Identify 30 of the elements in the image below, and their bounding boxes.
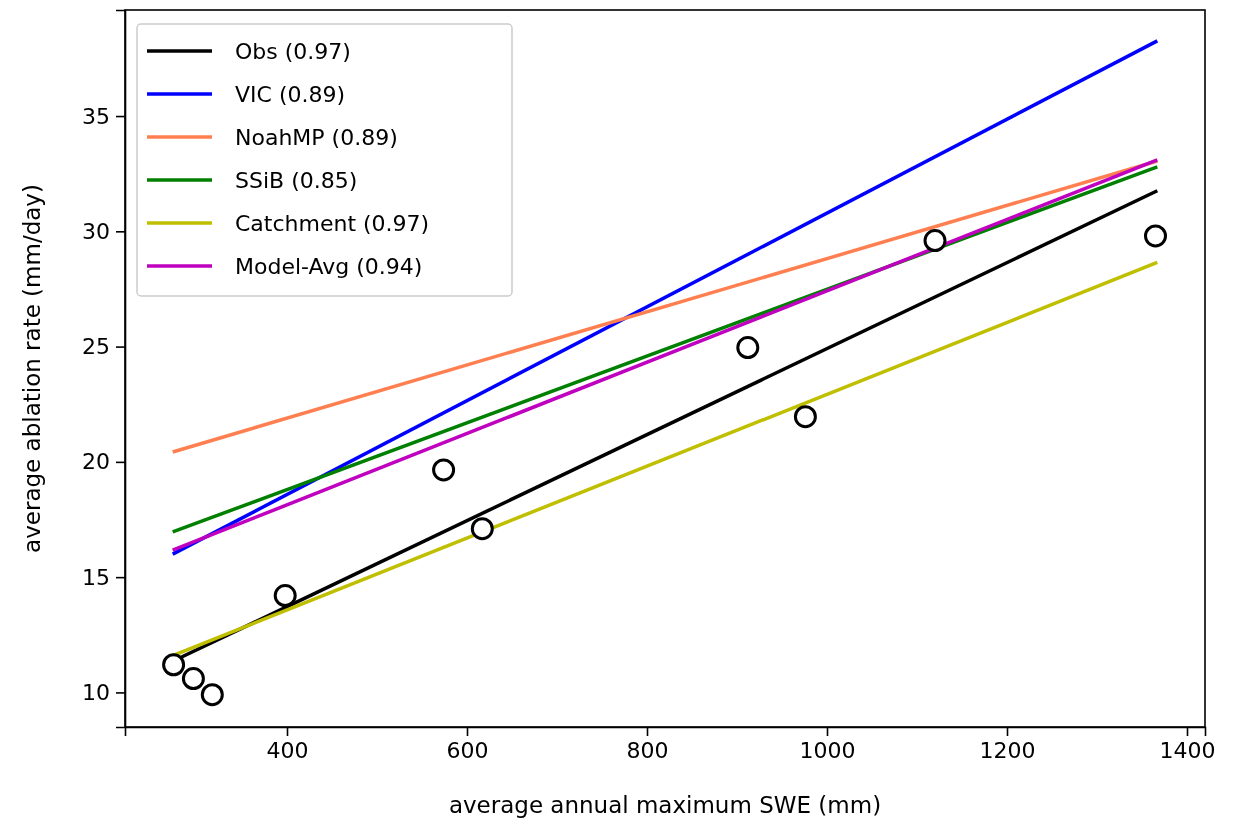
point [200, 683, 224, 707]
x-tick-label: 400 [266, 737, 309, 763]
point [181, 667, 205, 691]
point [736, 336, 760, 360]
x-tick-label: 1000 [799, 737, 856, 763]
y-tick-label: 10 [82, 679, 110, 705]
x-tick-label: 600 [446, 737, 489, 763]
legend-label: VIC (0.89) [235, 82, 346, 107]
legend-label: Catchment (0.97) [235, 211, 430, 236]
y-tick-label: 35 [82, 103, 110, 129]
x-tick-label: 1200 [979, 737, 1036, 763]
y-tick-label: 15 [82, 564, 110, 590]
point [432, 458, 456, 482]
point [1144, 224, 1167, 248]
point [470, 517, 494, 541]
point [162, 653, 186, 677]
legend-label: Obs (0.97) [235, 39, 351, 64]
x-axis-title: average annual maximum SWE (mm) [448, 792, 882, 818]
point [923, 229, 947, 253]
y-axis-title: average ablation rate (mm/day) [19, 184, 45, 553]
y-tick-label: 25 [82, 334, 110, 360]
y-tick-label: 20 [82, 449, 110, 475]
legend-label: NoahMP (0.89) [235, 125, 398, 150]
point [273, 584, 297, 608]
x-tick-label: 1400 [1159, 737, 1216, 763]
legend-label: SSiB (0.85) [235, 168, 358, 193]
x-tick-label: 800 [626, 737, 669, 763]
y-tick-label: 30 [82, 218, 110, 244]
legend-label: Model-Avg (0.94) [235, 254, 423, 279]
point [793, 405, 817, 429]
